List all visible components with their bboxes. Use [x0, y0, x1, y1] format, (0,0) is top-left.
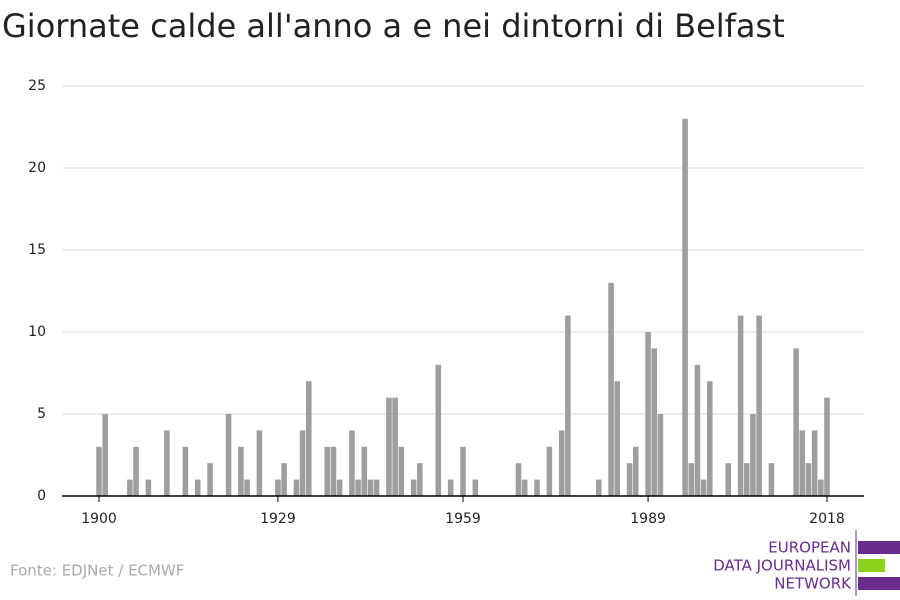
source: Fonte: EDJNet / ECMWF: [10, 562, 184, 580]
logo-text: EUROPEAN: [768, 539, 851, 557]
bar: [127, 479, 133, 496]
y-tick-label: 25: [28, 78, 46, 94]
bar: [275, 479, 281, 496]
bar: [194, 479, 201, 496]
bar: [281, 463, 287, 496]
bar: [688, 463, 695, 496]
bar: [632, 446, 639, 496]
bar: [472, 479, 479, 496]
bar: [324, 446, 331, 496]
y-tick-label: 15: [28, 242, 46, 258]
y-tick-label: 0: [37, 488, 46, 504]
bar: [818, 479, 824, 496]
bar: [824, 397, 830, 496]
logo-bar: [858, 541, 900, 554]
bar: [367, 479, 374, 496]
logo-bar: [858, 577, 900, 590]
bar: [355, 479, 361, 496]
bar: [207, 463, 213, 496]
bar: [565, 315, 571, 496]
bar: [145, 479, 152, 496]
bar: [164, 430, 170, 496]
bar: [725, 463, 732, 496]
bar: [256, 430, 263, 496]
bar: [96, 446, 102, 496]
bar: [336, 479, 343, 496]
chart-title: Giornate calde all'anno a e nei dintorni…: [2, 7, 785, 45]
x-tick-label: 1900: [81, 511, 117, 527]
y-tick-label: 10: [28, 324, 46, 340]
bar: [417, 463, 423, 496]
bar: [750, 414, 756, 496]
y-tick-label: 5: [37, 406, 46, 422]
bar: [682, 118, 688, 497]
bar: [651, 348, 658, 496]
bar: [182, 446, 189, 496]
x-tick-label: 2018: [809, 511, 845, 527]
bar: [534, 479, 540, 496]
bar: [756, 315, 762, 496]
bar: [595, 479, 602, 496]
x-tick-label: 1989: [630, 511, 666, 527]
bar: [373, 479, 380, 496]
bar: [626, 463, 633, 496]
bar: [244, 479, 250, 496]
bar: [706, 381, 713, 496]
bar: [299, 430, 306, 496]
bar: [386, 397, 392, 496]
bar: [657, 414, 664, 496]
x-tick-label: 1959: [445, 511, 481, 527]
bar: [546, 446, 553, 496]
bar: [614, 381, 621, 496]
bar: [238, 446, 244, 496]
bar: [700, 479, 707, 496]
x-tick-label: 1929: [260, 511, 296, 527]
bar: [608, 282, 614, 496]
bar: [521, 479, 528, 496]
bar: [694, 364, 701, 496]
bar: [515, 463, 522, 496]
bar: [805, 463, 812, 496]
bar: [293, 479, 300, 496]
bar: [349, 430, 355, 496]
bar: [558, 430, 565, 496]
bar: [305, 381, 312, 496]
bar: [225, 414, 232, 496]
bar: [744, 463, 750, 496]
bar: [645, 332, 651, 496]
bar: [799, 430, 806, 496]
bar: [361, 446, 368, 496]
logo-text: NETWORK: [774, 575, 852, 593]
bar: [392, 397, 398, 496]
bar: [768, 463, 775, 496]
bar: [133, 446, 139, 496]
bar: [410, 479, 417, 496]
bar: [460, 446, 466, 496]
bar: [793, 348, 799, 496]
bar: [102, 414, 108, 496]
bar: [447, 479, 454, 496]
bar: [398, 446, 405, 496]
bar: [330, 446, 337, 496]
bar: [811, 430, 818, 496]
y-tick-label: 20: [28, 160, 46, 176]
logo-bar: [858, 559, 885, 572]
logo-text: DATA JOURNALISM: [713, 557, 851, 575]
bar: [737, 315, 744, 496]
bar: [435, 364, 442, 496]
